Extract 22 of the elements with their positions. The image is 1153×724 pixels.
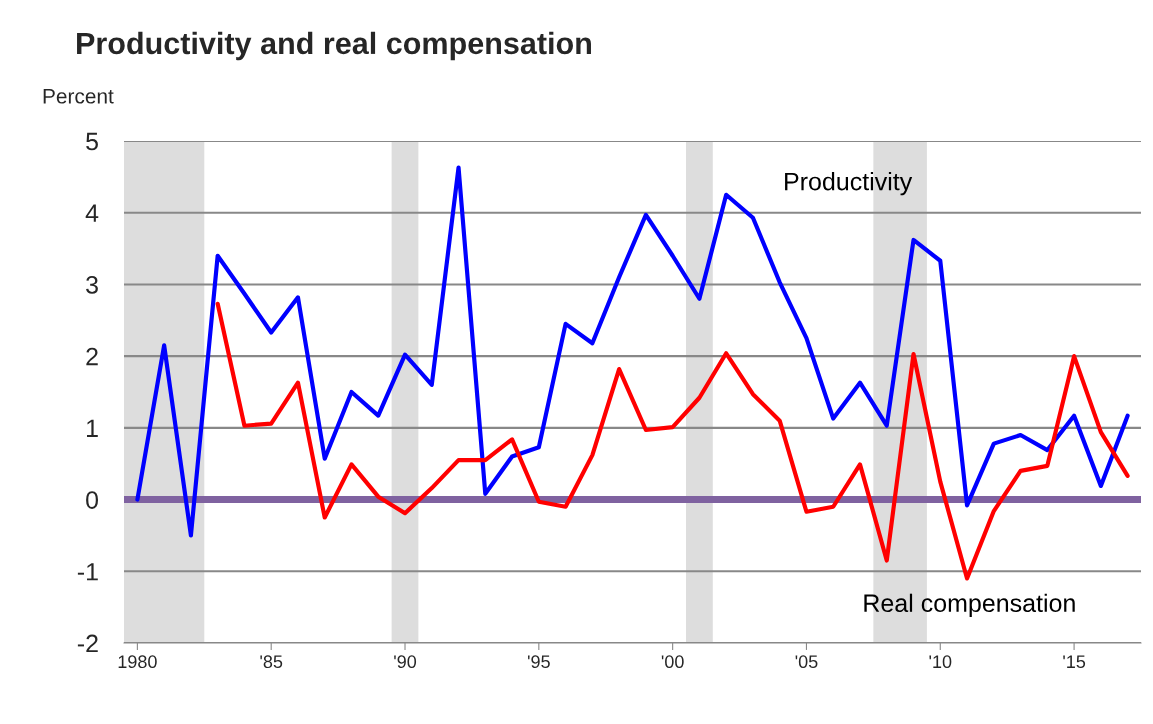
y-tick-label: 0 xyxy=(86,491,99,509)
series-label: Real compensation xyxy=(864,593,1075,617)
x-tick-label: '05 xyxy=(795,655,818,669)
x-tick-label: '15 xyxy=(1063,655,1086,669)
chart-title: Productivity and real compensation xyxy=(77,31,591,61)
y-tick-label: 1 xyxy=(87,419,98,437)
x-tick-label: '10 xyxy=(929,655,952,669)
y-tick-label: 3 xyxy=(86,276,98,294)
x-tick-label: '90 xyxy=(394,655,417,669)
y-tick-label: 5 xyxy=(86,132,98,151)
y-tick-label: 2 xyxy=(86,347,98,366)
x-tick-label: 1980 xyxy=(118,655,157,669)
series-label: Productivity xyxy=(785,172,913,196)
y-tick-label: 4 xyxy=(85,204,99,222)
x-tick-label: '95 xyxy=(527,655,550,669)
x-tick-label: '00 xyxy=(661,655,684,669)
y-axis-title: Percent xyxy=(43,89,114,104)
line-series xyxy=(135,165,1130,538)
x-tick-label: '85 xyxy=(260,655,283,669)
y-tick-label: -1 xyxy=(77,563,98,581)
line-series xyxy=(215,301,1130,581)
y-tick-label: -2 xyxy=(77,634,98,653)
